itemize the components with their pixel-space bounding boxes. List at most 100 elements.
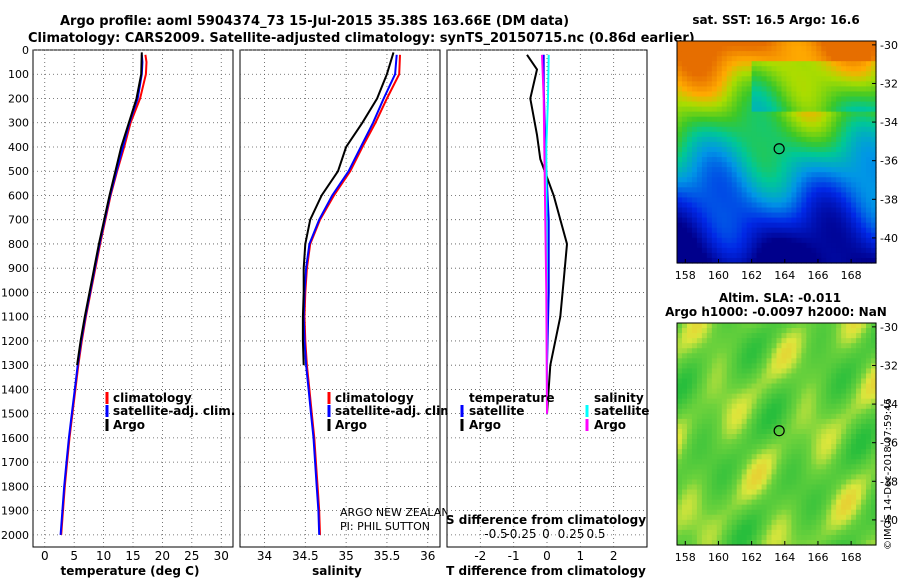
map-cell [681, 66, 688, 72]
map-cell [771, 459, 778, 465]
legend-salinity-title: salinity [594, 391, 644, 405]
map-cell [716, 172, 723, 178]
map-cell [741, 449, 748, 455]
map-cell [866, 398, 872, 405]
map-cell [761, 202, 768, 209]
map-cell [731, 358, 738, 364]
depth-tick-label: 100 [8, 68, 29, 81]
map-cell [781, 71, 788, 77]
map-cell [711, 509, 718, 516]
map-cell [756, 368, 763, 375]
map-cell [686, 393, 693, 400]
map-cell [677, 408, 683, 415]
map-cell [766, 509, 773, 516]
map-cell [786, 81, 793, 88]
map-cell [861, 212, 867, 219]
map-cell [691, 207, 698, 214]
map-cell [846, 494, 852, 501]
map-cell [846, 479, 852, 486]
temperature-panel: 0100200300400500600700800900100011001200… [1, 44, 235, 578]
map-cell [731, 428, 738, 435]
map-cell [711, 51, 718, 57]
map-cell [691, 167, 698, 173]
map-cell [816, 353, 822, 359]
x-tick-label: 20 [155, 549, 170, 563]
map-cell [756, 76, 763, 82]
map-cell [746, 454, 753, 460]
map-cell [841, 323, 847, 329]
map-cell [677, 152, 683, 158]
map-cell [801, 152, 807, 158]
map-cell [796, 152, 802, 158]
map-cell [696, 202, 703, 209]
map-cell [806, 237, 812, 244]
map-cell [796, 46, 802, 52]
map-cell [861, 192, 867, 199]
map-cell [761, 131, 768, 138]
map-cell [816, 449, 822, 455]
map-cell [681, 464, 688, 470]
map-cell [691, 363, 698, 370]
latitude-tick-label: -34 [880, 116, 898, 129]
map-cell [751, 434, 758, 440]
map-cell [776, 242, 783, 249]
map-cell [751, 131, 758, 138]
map-cell [821, 494, 827, 501]
map-cell [701, 41, 708, 47]
x-tick-label: 30 [214, 549, 229, 563]
map-cell [686, 46, 693, 52]
map-cell [841, 146, 847, 153]
map-cell [761, 182, 768, 188]
map-cell [706, 539, 713, 546]
map-cell [806, 91, 812, 98]
map-cell [766, 474, 773, 481]
map-cell [677, 237, 683, 244]
map-cell [716, 358, 723, 364]
map-cell [856, 413, 862, 420]
map-cell [677, 212, 683, 219]
map-cell [846, 509, 852, 516]
map-cell [721, 61, 728, 67]
map-cell [677, 539, 683, 546]
map-cell [756, 111, 763, 118]
map-cell [846, 96, 852, 103]
map-cell [701, 152, 708, 158]
map-cell [716, 469, 723, 475]
map-cell [811, 126, 817, 133]
map-cell [681, 418, 688, 425]
map-cell [726, 91, 733, 98]
longitude-tick-label: 164 [774, 551, 795, 564]
map-cell [726, 539, 733, 546]
map-cell [706, 126, 713, 133]
map-cell [746, 192, 753, 199]
map-cell [696, 494, 703, 501]
map-cell [686, 187, 693, 193]
map-cell [786, 529, 793, 536]
map-cell [691, 136, 698, 143]
map-cell [681, 172, 688, 178]
map-cell [791, 91, 797, 98]
map-cell [811, 444, 817, 450]
map-cell [791, 202, 797, 209]
map-cell [871, 247, 877, 254]
map-cell [846, 51, 852, 57]
map-cell [841, 514, 847, 521]
map-cell [781, 444, 788, 450]
map-cell [686, 529, 693, 536]
map-cell [746, 167, 753, 173]
map-cell [726, 378, 733, 385]
map-cell [776, 61, 783, 67]
map-cell [706, 524, 713, 531]
map-cell [816, 96, 822, 103]
map-cell [766, 534, 773, 541]
map-cell [751, 534, 758, 541]
map-cell [686, 56, 693, 62]
map-cell [711, 363, 718, 370]
map-cell [791, 41, 797, 47]
map-cell [801, 76, 807, 82]
map-cell [841, 207, 847, 214]
map-cell [766, 76, 773, 82]
map-cell [851, 207, 857, 214]
map-cell [746, 444, 753, 450]
map-cell [821, 393, 827, 400]
